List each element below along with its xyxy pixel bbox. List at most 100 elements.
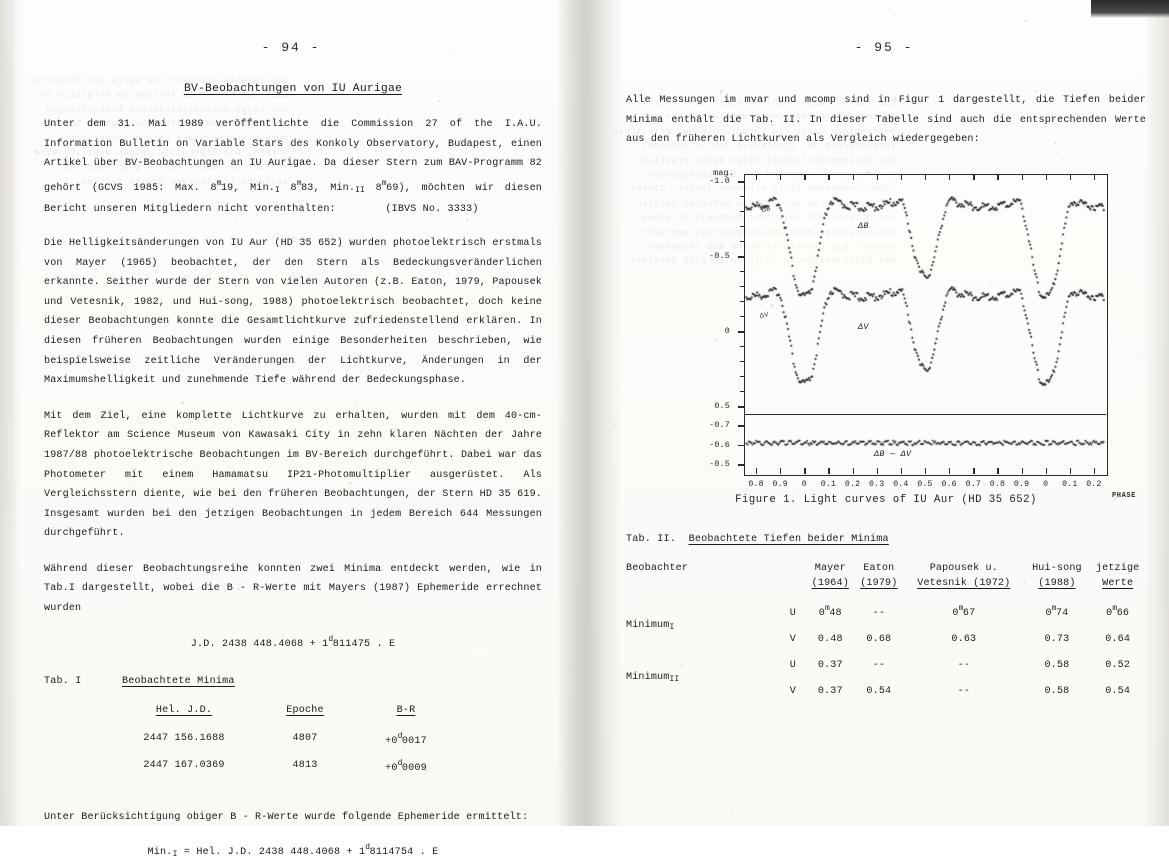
y-tick-label-main-1: -0.5 bbox=[684, 251, 730, 261]
tab1-r0-bminusr: +0d0017 bbox=[358, 726, 454, 753]
x-tick-label-2: 0 bbox=[791, 480, 817, 489]
y-minor-tick bbox=[740, 256, 745, 257]
x-tick-top-7 bbox=[925, 174, 926, 180]
y-minor-tick bbox=[740, 286, 745, 287]
scanned-spread: Die Tabelle enthaelt die Werte der frueh… bbox=[0, 0, 1169, 826]
tab2-cell-1-0-3: 0.58 bbox=[1025, 645, 1090, 671]
x-tick-top-2 bbox=[804, 174, 805, 180]
y-tick-lower-2 bbox=[738, 464, 745, 465]
paragraph-3: Mit dem Ziel, eine komplette Lichtkurve … bbox=[44, 407, 542, 544]
x-tick-top-4 bbox=[853, 174, 854, 180]
y-tick-label-lower-0: -0.7 bbox=[684, 420, 730, 430]
y-minor-tick bbox=[740, 346, 745, 347]
x-tick-bottom-14 bbox=[1094, 468, 1095, 474]
tab2-cell-1-0-1: -- bbox=[855, 645, 904, 671]
ephemeris-formula-1: J.D. 2438 448.4068 + 1d811475 . E bbox=[44, 635, 542, 650]
x-tick-label-13: 0.1 bbox=[1057, 480, 1083, 489]
tab2-title: Beobachtete Tiefen beider Minima bbox=[689, 534, 889, 545]
tab2-cell-0-1-1: 0.68 bbox=[855, 619, 904, 645]
tab2-heading: Tab. II. Beobachtete Tiefen beider Minim… bbox=[626, 534, 1146, 545]
tab1-title: Beobachtete Minima bbox=[122, 676, 235, 687]
y-minor-tick bbox=[740, 376, 745, 377]
scan-speck bbox=[585, 250, 587, 252]
y-tick-label-lower-2: -0.5 bbox=[684, 459, 730, 469]
table-observed-minima: Hel. J.D. Epoche B-R 2447 156.1688 4807 … bbox=[116, 705, 454, 780]
tab2-subheader-2: Vetesnik (1972) bbox=[903, 578, 1024, 593]
x-tick-top-9 bbox=[973, 174, 974, 180]
tab2-cell-1-1-1: 0.54 bbox=[855, 671, 904, 697]
tab2-header-row-2: (1964) (1979) Vetesnik (1972) (1988) Werte bbox=[626, 578, 1146, 593]
series-label-delta-b-minus-delta-v: ΔB — ΔV bbox=[874, 449, 911, 459]
right-intro-paragraph: Alle Messungen im mvar und mcomp sind in… bbox=[626, 91, 1146, 150]
tab2-subheader-3: (1988) bbox=[1025, 578, 1090, 593]
y-tick-lower-1 bbox=[738, 445, 745, 446]
x-tick-top-14 bbox=[1094, 174, 1095, 180]
tab2-cell-1-1-4: 0.54 bbox=[1089, 671, 1146, 697]
tab1-header-row: Hel. J.D. Epoche B-R bbox=[116, 705, 454, 726]
tab2-cell-0-0-4: 0m66 bbox=[1089, 593, 1146, 619]
tab2-cell-1-1-0: 0.37 bbox=[806, 671, 855, 697]
x-tick-top-10 bbox=[997, 174, 998, 180]
tab2-label: Tab. II. bbox=[626, 534, 676, 545]
paragraph-1: Unter dem 31. Mai 1989 veröffentlichte d… bbox=[44, 115, 542, 220]
x-tick-bottom-3 bbox=[828, 468, 829, 474]
x-tick-bottom-7 bbox=[925, 468, 926, 474]
inline-annotation-db: ΔB bbox=[761, 205, 771, 215]
tab2-cell-1-0-0: 0.37 bbox=[806, 645, 855, 671]
x-tick-top-13 bbox=[1070, 174, 1071, 180]
tab2-subheader-1: (1979) bbox=[855, 578, 904, 593]
x-tick-bottom-6 bbox=[901, 468, 902, 474]
table-row: MinimumI V 0.48 0.68 0.63 0.73 0.64 bbox=[626, 619, 1146, 645]
tab2-cell-1-1-2: -- bbox=[903, 671, 1024, 697]
y-minor-tick bbox=[740, 331, 745, 332]
x-tick-bottom-1 bbox=[780, 468, 781, 474]
y-minor-tick bbox=[740, 196, 745, 197]
figure-1: mag. ΔB ΔV ΔB — ΔV ΔB ΔV PHASE Figure 1.… bbox=[626, 164, 1146, 516]
x-tick-bottom-9 bbox=[973, 468, 974, 474]
tab2-band-1-1: V bbox=[734, 671, 806, 697]
inline-annotation-dv: ΔV bbox=[759, 311, 769, 321]
tab2-cell-0-0-2: 0m67 bbox=[903, 593, 1024, 619]
x-tick-label-9: 0.7 bbox=[960, 480, 986, 489]
article-title: BV-Beobachtungen von IU Aurigae bbox=[44, 83, 542, 95]
x-tick-label-1: 0.9 bbox=[767, 480, 793, 489]
y-minor-tick bbox=[740, 211, 745, 212]
x-tick-label-11: 0.9 bbox=[1009, 480, 1035, 489]
series-label-delta-v: ΔV bbox=[858, 322, 869, 332]
x-tick-top-1 bbox=[780, 174, 781, 180]
y-tick-lower-0 bbox=[738, 425, 745, 426]
tab2-header-3: Hui-song bbox=[1025, 563, 1090, 578]
paragraph-2: Die Helligkeitsänderungen von IU Aur (HD… bbox=[44, 234, 542, 391]
tab2-band-0-1: V bbox=[734, 619, 806, 645]
x-tick-top-3 bbox=[828, 174, 829, 180]
y-tick-label-main-0: -1.0 bbox=[684, 176, 730, 186]
y-minor-tick bbox=[740, 226, 745, 227]
y-minor-tick bbox=[740, 301, 745, 302]
y-tick-label-main-2: 0 bbox=[684, 326, 730, 336]
tab2-cell-0-0-0: 0m48 bbox=[806, 593, 855, 619]
tab1-r1-bminusr: +0d0009 bbox=[358, 753, 454, 780]
x-tick-bottom-0 bbox=[756, 468, 757, 474]
y-minor-tick bbox=[740, 406, 745, 407]
tab2-cell-1-0-4: 0.52 bbox=[1089, 645, 1146, 671]
x-tick-top-11 bbox=[1022, 174, 1023, 180]
x-tick-label-12: 0 bbox=[1033, 480, 1059, 489]
tab2-header-2: Papousek u. bbox=[903, 563, 1024, 578]
tab2-cell-0-0-1: -- bbox=[855, 593, 904, 619]
y-minor-tick bbox=[740, 271, 745, 272]
y-minor-tick bbox=[740, 241, 745, 242]
scan-speck bbox=[582, 333, 584, 335]
paragraph-4: Während dieser Beobachtungsreihe konnten… bbox=[44, 560, 542, 619]
tab2-cell-1-0-2: -- bbox=[903, 645, 1024, 671]
x-tick-top-6 bbox=[901, 174, 902, 180]
y-minor-tick bbox=[740, 181, 745, 182]
page-number-right: - 95 - bbox=[604, 40, 1164, 55]
x-tick-top-8 bbox=[949, 174, 950, 180]
closing-paragraph: Unter Berücksichtigung obiger B - R-Wert… bbox=[44, 808, 542, 828]
x-tick-label-6: 0.4 bbox=[888, 480, 914, 489]
tab2-cell-1-1-3: 0.58 bbox=[1025, 671, 1090, 697]
x-tick-label-7: 0.5 bbox=[912, 480, 938, 489]
x-tick-label-3: 0.1 bbox=[815, 480, 841, 489]
x-tick-label-10: 0.8 bbox=[984, 480, 1010, 489]
tab1-header-heljd: Hel. J.D. bbox=[116, 705, 252, 726]
